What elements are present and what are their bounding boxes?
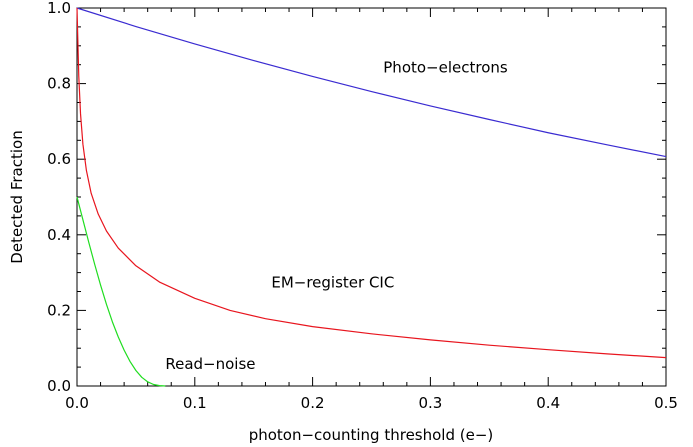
curve-annotation: EM−register CIC: [271, 274, 394, 292]
series-lines: [76, 7, 667, 387]
x-tick-label: 0.4: [536, 394, 560, 412]
x-axis-label: photon−counting threshold (e−): [249, 426, 494, 444]
x-tick-label: 0.1: [183, 394, 207, 412]
y-tick-label: 0.6: [47, 150, 71, 168]
y-ticks: 0.0 0.2 0.4 0.6 0.8 1.0: [47, 0, 666, 395]
annotations: Photo−electrons EM−register CIC Read−noise: [165, 58, 508, 373]
curve-annotation: Photo−electrons: [383, 58, 508, 76]
series-line-1: [76, 7, 667, 359]
x-tick-label: 0.5: [654, 394, 678, 412]
series-line-2: [76, 196, 166, 387]
y-tick-label: 0.4: [47, 226, 71, 244]
plot-frame: [76, 7, 667, 387]
y-tick-label: 0.2: [47, 301, 71, 319]
x-ticks: 0.0 0.1 0.2 0.3 0.4 0.5: [65, 8, 678, 412]
y-tick-label: 1.0: [47, 0, 71, 17]
y-axis-label: Detected Fraction: [8, 130, 26, 263]
y-tick-label: 0.8: [47, 75, 71, 93]
x-tick-label: 0.0: [65, 394, 89, 412]
x-tick-label: 0.2: [301, 394, 325, 412]
y-tick-label: 0.0: [47, 377, 71, 395]
curve-annotation: Read−noise: [165, 355, 255, 373]
x-tick-label: 0.3: [418, 394, 442, 412]
series-line-0: [76, 7, 667, 158]
